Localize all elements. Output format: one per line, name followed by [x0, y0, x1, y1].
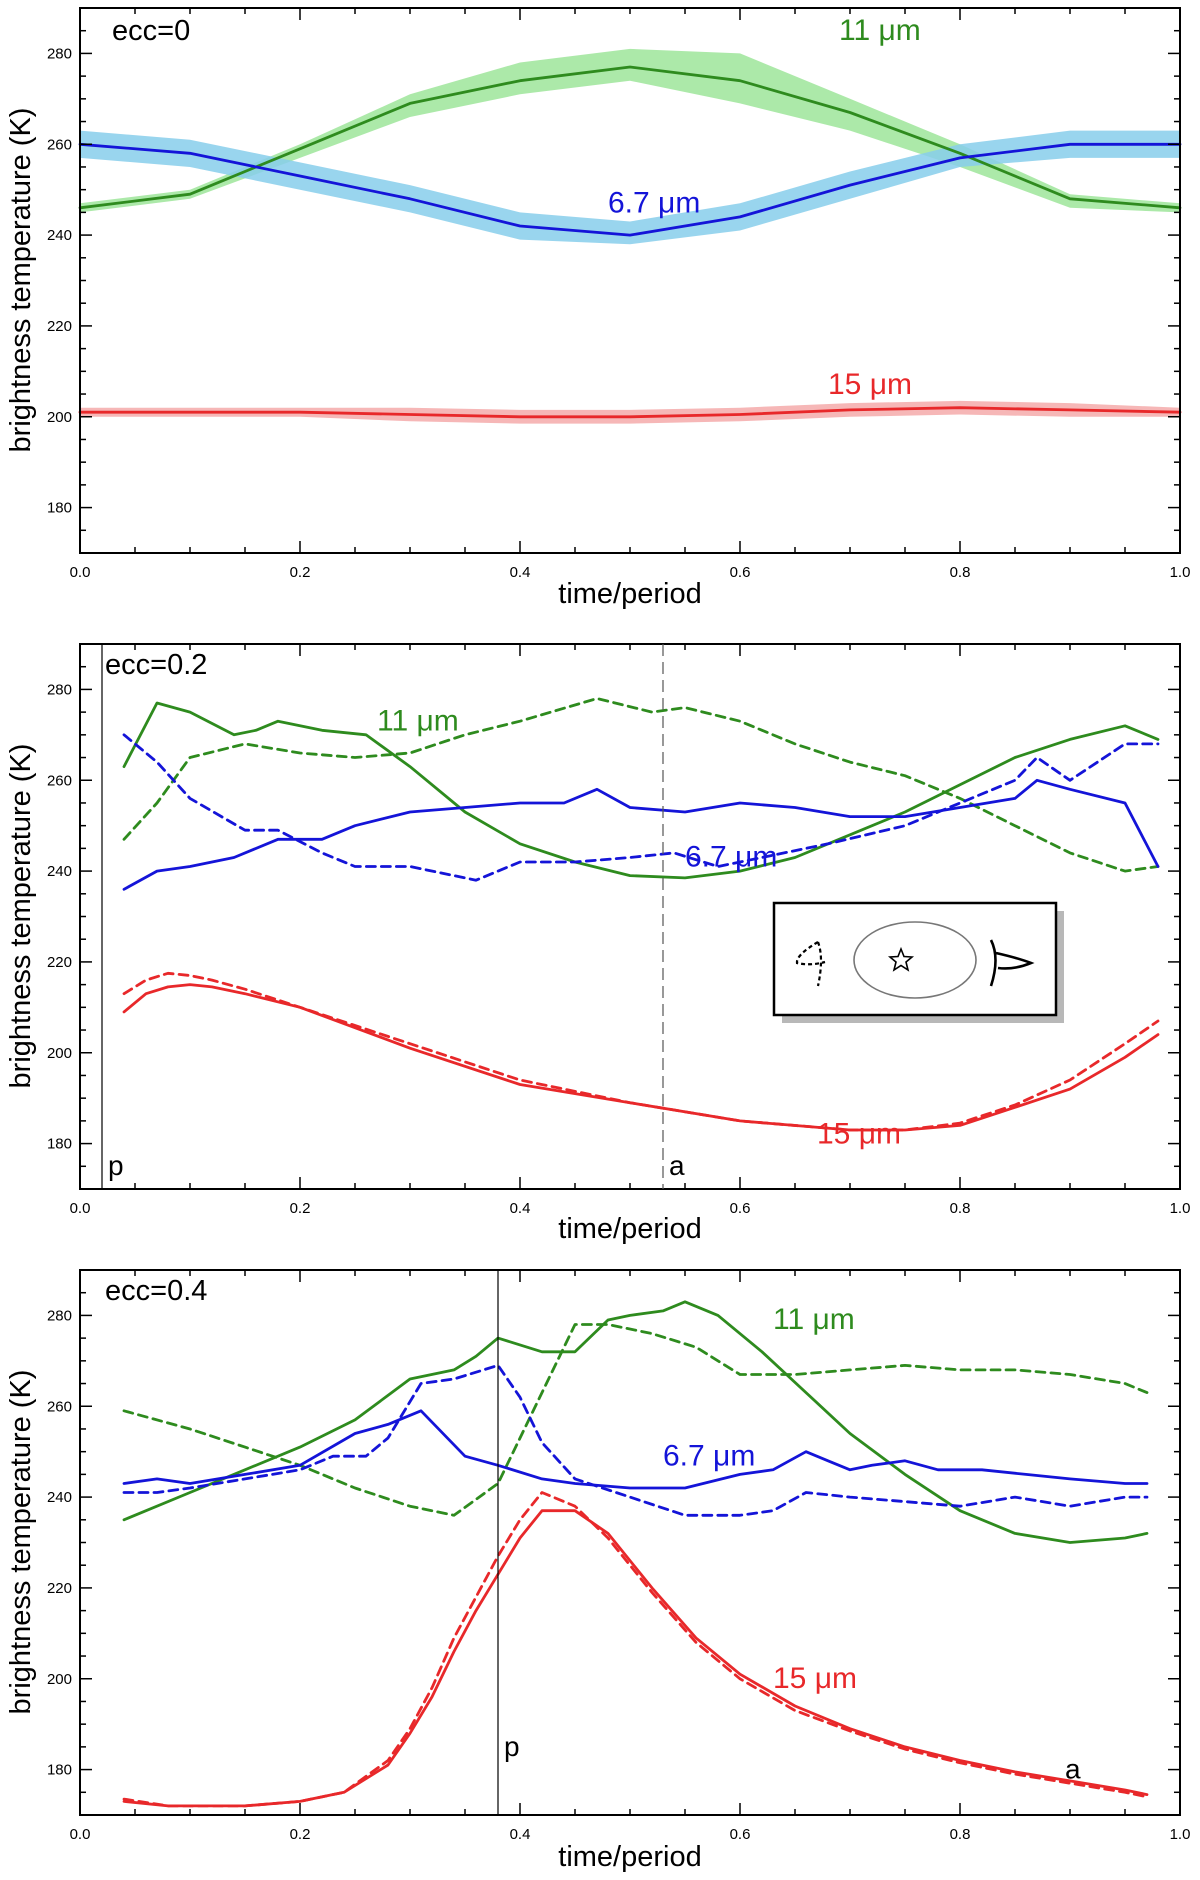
panel-3-ticks: 0.0 0.2 0.4 0.6 0.8 1.0 180 200 220 240 260 280	[47, 1269, 1191, 1843]
series-line-blue-dashed-3	[122, 733, 1160, 882]
series-label-red: 15 μm	[817, 1118, 901, 1151]
x-tick-label: 0.6	[730, 564, 751, 581]
panel-2-title: ecc=0.2	[105, 649, 207, 681]
series-line-blue-solid-2	[122, 1409, 1149, 1490]
x-tick-label: 0.8	[950, 1826, 971, 1843]
series-line-blue-dashed-3	[122, 1364, 1149, 1517]
y-tick-label: 280	[47, 681, 72, 698]
y-tick-label: 180	[47, 1762, 72, 1779]
x-tick-label: 0.0	[70, 564, 91, 581]
marker-label-p: p	[108, 1150, 124, 1181]
x-tick-label: 1.0	[1170, 1826, 1191, 1843]
x-tick-label: 0.0	[70, 1200, 91, 1217]
series-line-green-dashed-1	[122, 1323, 1149, 1517]
panel-3-title: ecc=0.4	[105, 1275, 207, 1307]
panel-3-lines	[122, 1300, 1149, 1808]
y-tick-label: 280	[47, 45, 72, 62]
panel-3-markers: pa	[497, 1270, 1081, 1815]
x-tick-label: 0.4	[510, 1200, 531, 1217]
x-tick-label: 0.2	[290, 1826, 311, 1843]
observer-eye-solid-icon	[989, 939, 1035, 987]
series-line-red-solid-4	[122, 983, 1160, 1132]
x-tick-label: 0.8	[950, 564, 971, 581]
panel-3-xlabel: time/period	[558, 1841, 701, 1873]
series-line-red-dashed-5	[122, 1491, 1149, 1808]
band-blue-1	[80, 130, 1180, 245]
panel-1-lines	[78, 65, 1182, 419]
panel-1-frame	[79, 7, 1181, 554]
x-tick-label: 1.0	[1170, 1200, 1191, 1217]
y-tick-label: 220	[47, 1580, 72, 1597]
x-tick-label: 0.6	[730, 1826, 751, 1843]
series-line-green-solid-0	[78, 65, 1182, 210]
orbit-ellipse	[853, 921, 977, 999]
panel-2-ticks: 0.0 0.2 0.4 0.6 0.8 1.0 180 200 220 240 260 280	[47, 643, 1191, 1217]
y-tick-label: 280	[47, 1307, 72, 1324]
series-line-blue-solid-2	[122, 778, 1160, 891]
x-tick-label: 0.4	[510, 1826, 531, 1843]
y-tick-label: 220	[47, 318, 72, 335]
series-label-green: 11 μm	[839, 14, 921, 47]
y-tick-label: 180	[47, 1136, 72, 1153]
panel-2-ylabel: brightness temperature (K)	[5, 744, 37, 1089]
star-icon	[887, 946, 915, 972]
series-line-red-dashed-5	[122, 971, 1160, 1132]
series-line-red-solid-2	[78, 406, 1182, 419]
panel-ecc-0: 0.0 0.2 0.4 0.6 0.8 1.0 180 200 220 240 260 280 ecc…	[5, 7, 1191, 610]
orbit-inset	[772, 901, 1064, 1023]
marker-label-a: a	[669, 1150, 685, 1181]
x-tick-label: 0.2	[290, 564, 311, 581]
series-line-red-solid-4	[122, 1509, 1149, 1808]
y-tick-label: 240	[47, 1489, 72, 1506]
series-line-green-dashed-1	[122, 697, 1160, 873]
series-label-green: 11 μm	[377, 704, 459, 737]
panel-1-title: ecc=0	[112, 15, 190, 47]
band-red-2	[80, 400, 1180, 424]
panel-2-lines	[122, 697, 1160, 1132]
x-tick-label: 1.0	[1170, 564, 1191, 581]
observer-eye-dashed-icon	[795, 941, 826, 987]
panel-1-bands	[80, 48, 1180, 424]
series-line-green-solid-0	[122, 1300, 1149, 1544]
x-tick-label: 0.4	[510, 564, 531, 581]
y-tick-label: 240	[47, 227, 72, 244]
panel-1-ylabel: brightness temperature (K)	[5, 108, 37, 453]
x-tick-label: 0.8	[950, 1200, 971, 1217]
panel-1-ticks: 0.0 0.2 0.4 0.6 0.8 1.0 180 200 220 240 260 280	[47, 7, 1191, 581]
y-tick-label: 180	[47, 500, 72, 517]
series-line-blue-solid-1	[78, 142, 1182, 237]
marker-label-p: p	[504, 1731, 520, 1762]
marker-label-a: a	[1065, 1754, 1081, 1785]
x-tick-label: 0.6	[730, 1200, 751, 1217]
panel-3-series-labels: 11 μm 6.7 μm 15 μm	[663, 1303, 857, 1695]
panel-1-xlabel: time/period	[558, 578, 701, 610]
panel-1-series-labels: 11 μm 6.7 μm 15 μm	[608, 14, 921, 401]
y-tick-label: 260	[47, 1398, 72, 1415]
series-label-green: 11 μm	[773, 1303, 855, 1336]
y-tick-label: 260	[47, 772, 72, 789]
series-label-blue: 6.7 μm	[685, 841, 777, 874]
series-label-red: 15 μm	[828, 368, 912, 401]
band-green-0	[80, 48, 1180, 213]
x-tick-label: 0.0	[70, 1826, 91, 1843]
series-label-red: 15 μm	[773, 1662, 857, 1695]
y-tick-label: 260	[47, 136, 72, 153]
y-tick-label: 200	[47, 409, 72, 426]
panel-3-frame	[79, 1269, 1181, 1816]
series-line-green-solid-0	[122, 701, 1160, 880]
series-label-blue: 6.7 μm	[608, 186, 700, 219]
y-tick-label: 220	[47, 954, 72, 971]
panel-3-ylabel: brightness temperature (K)	[5, 1370, 37, 1715]
y-tick-label: 240	[47, 863, 72, 880]
panel-2-series-labels: 11 μm 6.7 μm 15 μm	[377, 704, 901, 1150]
x-tick-label: 0.2	[290, 1200, 311, 1217]
panel-2-xlabel: time/period	[558, 1213, 701, 1245]
series-label-blue: 6.7 μm	[663, 1439, 755, 1472]
y-tick-label: 200	[47, 1045, 72, 1062]
y-tick-label: 200	[47, 1671, 72, 1688]
